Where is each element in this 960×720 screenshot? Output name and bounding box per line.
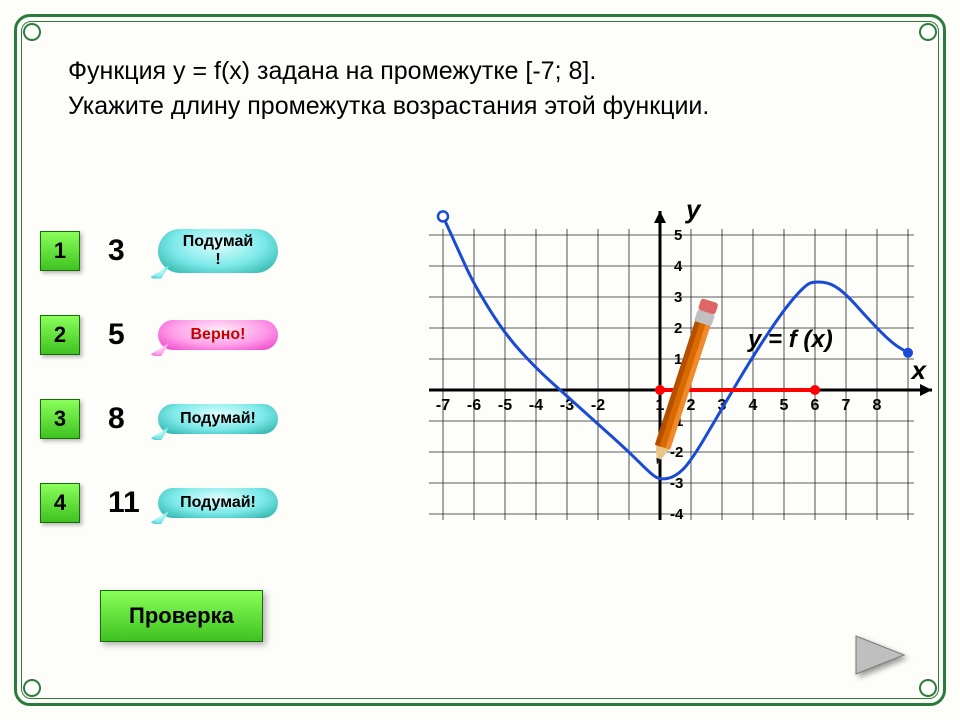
answer-row: 38 Подумай! <box>40 396 390 442</box>
svg-text:-4: -4 <box>670 506 684 523</box>
svg-text:1: 1 <box>656 397 665 414</box>
graph-svg: -7-6-5-4-3-21234567812345-1-2-3-4 <box>390 200 920 540</box>
svg-text:-2: -2 <box>591 397 605 414</box>
svg-text:-4: -4 <box>529 397 543 414</box>
answer-row: 13 Подумай! <box>40 228 390 274</box>
answers-panel: 13Подумай!25Верно!38Подумай!411Подумай! <box>40 228 390 564</box>
frame-corner <box>919 679 937 697</box>
answer-value: 8 <box>108 402 148 436</box>
answer-number-button[interactable]: 3 <box>40 399 80 439</box>
svg-text:3: 3 <box>674 289 682 306</box>
svg-text:5: 5 <box>780 397 789 414</box>
answer-value: 11 <box>108 486 148 520</box>
frame-corner <box>919 23 937 41</box>
svg-text:5: 5 <box>674 227 682 244</box>
svg-text:7: 7 <box>842 397 851 414</box>
svg-text:2: 2 <box>674 320 682 337</box>
frame-corner <box>23 23 41 41</box>
svg-text:-5: -5 <box>498 397 512 414</box>
question-line2: Укажите длину промежутка возрастания это… <box>68 89 900 124</box>
svg-text:4: 4 <box>674 258 683 275</box>
answer-value: 3 <box>108 234 148 268</box>
feedback-bubble: Подумай! <box>158 229 278 272</box>
answer-number-button[interactable]: 4 <box>40 483 80 523</box>
feedback-bubble: Подумай! <box>158 488 278 518</box>
feedback-bubble: Верно! <box>158 320 278 350</box>
y-axis-label: y <box>686 194 700 225</box>
svg-text:-7: -7 <box>436 397 450 414</box>
frame-corner <box>23 679 41 697</box>
graph-area: y x y = f (x) -7-6-5-4-3-21234567812345-… <box>390 200 920 540</box>
answer-number-button[interactable]: 2 <box>40 315 80 355</box>
svg-text:2: 2 <box>687 397 696 414</box>
answer-row: 25 Верно! <box>40 312 390 358</box>
check-button[interactable]: Проверка <box>100 590 263 642</box>
question-line1: Функция y = f(x) задана на промежутке [-… <box>68 54 900 89</box>
question-text: Функция y = f(x) задана на промежутке [-… <box>68 54 900 124</box>
feedback-bubble: Подумай! <box>158 404 278 434</box>
x-axis-label: x <box>912 355 926 386</box>
answer-number-button[interactable]: 1 <box>40 231 80 271</box>
function-label: y = f (x) <box>748 326 833 354</box>
svg-text:6: 6 <box>811 397 820 414</box>
svg-text:8: 8 <box>873 397 882 414</box>
svg-text:-6: -6 <box>467 397 481 414</box>
triangle-right-icon <box>852 632 908 678</box>
next-button[interactable] <box>850 630 910 680</box>
answer-row: 4 11 Подумай! <box>40 480 390 526</box>
svg-text:-2: -2 <box>670 444 683 461</box>
answer-value: 5 <box>108 318 148 352</box>
svg-text:4: 4 <box>749 397 758 414</box>
